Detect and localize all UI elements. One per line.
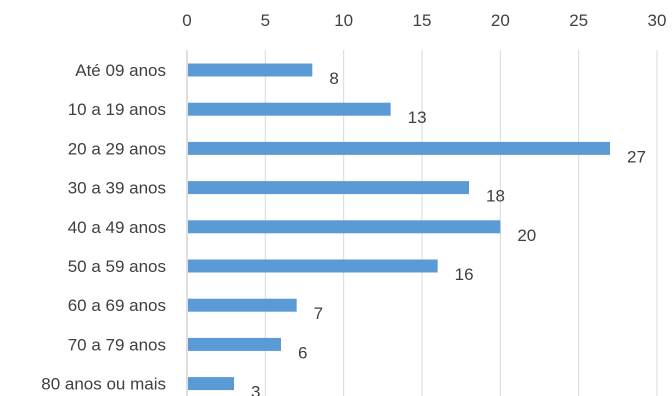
bars <box>188 63 610 391</box>
bar-5 <box>188 259 438 273</box>
bar-7 <box>188 337 281 351</box>
category-label-3: 30 a 39 anos <box>68 179 166 198</box>
bar-0 <box>188 63 313 77</box>
bar-4 <box>188 220 501 234</box>
tick-label-30: 30 <box>648 11 667 30</box>
tick-label-15: 15 <box>413 11 432 30</box>
bar-6 <box>188 298 297 312</box>
category-label-8: 80 anos ou mais <box>41 375 166 394</box>
data-label-2: 27 <box>627 147 646 166</box>
tick-label-25: 25 <box>569 11 588 30</box>
tick-label-5: 5 <box>261 11 270 30</box>
bar-3 <box>188 181 469 195</box>
data-label-0: 8 <box>329 69 338 88</box>
data-label-6: 7 <box>314 304 323 323</box>
category-label-7: 70 a 79 anos <box>68 335 166 354</box>
bar-2 <box>188 141 610 155</box>
bar-1 <box>188 102 391 116</box>
category-label-4: 40 a 49 anos <box>68 218 166 237</box>
data-label-3: 18 <box>486 187 505 206</box>
tick-label-0: 0 <box>182 11 191 30</box>
category-label-6: 60 a 69 anos <box>68 296 166 315</box>
category-label-2: 20 a 29 anos <box>68 139 166 158</box>
tick-label-20: 20 <box>491 11 510 30</box>
category-label-0: Até 09 anos <box>75 61 166 80</box>
data-label-4: 20 <box>517 226 536 245</box>
data-label-5: 16 <box>455 265 474 284</box>
data-labels: 8 13 27 18 20 16 7 6 3 <box>251 69 646 396</box>
data-label-7: 6 <box>298 343 307 362</box>
data-label-8: 3 <box>251 383 260 396</box>
category-label-5: 50 a 59 anos <box>68 257 166 276</box>
tick-label-10: 10 <box>334 11 353 30</box>
category-label-1: 10 a 19 anos <box>68 100 166 119</box>
category-labels: Até 09 anos 10 a 19 anos 20 a 29 anos 30 a … <box>41 61 166 394</box>
value-axis-ticks: 0 5 10 15 20 25 30 <box>182 11 666 30</box>
data-label-1: 13 <box>408 108 427 127</box>
bar-8 <box>188 377 234 391</box>
